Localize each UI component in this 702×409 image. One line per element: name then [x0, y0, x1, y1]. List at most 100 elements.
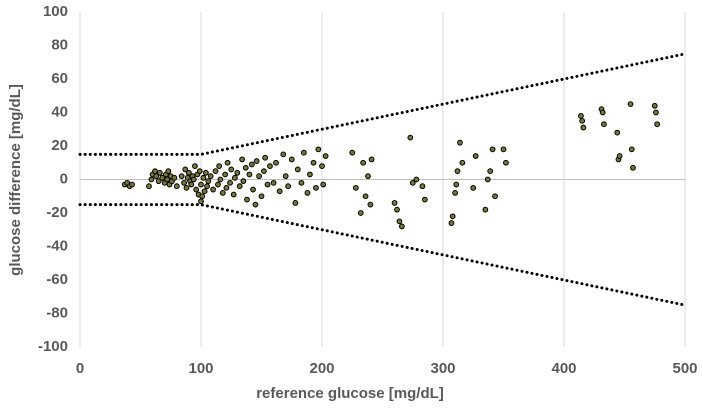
data-point — [601, 121, 607, 128]
data-point — [223, 184, 230, 191]
data-point — [413, 176, 420, 183]
data-point — [352, 184, 359, 191]
x-tick-label: 0 — [76, 360, 84, 377]
y-tick-label: -60 — [46, 271, 68, 288]
data-point — [181, 179, 187, 186]
data-point — [246, 171, 253, 178]
data-point — [234, 169, 241, 176]
data-point — [242, 164, 249, 171]
data-point — [200, 174, 207, 181]
data-point — [367, 201, 374, 208]
data-point — [201, 188, 208, 195]
data-point — [651, 102, 658, 109]
x-tick-label: 200 — [309, 360, 334, 377]
data-point — [231, 174, 238, 181]
data-point — [492, 193, 498, 200]
data-point — [227, 179, 233, 186]
data-point — [362, 193, 369, 200]
data-point — [579, 117, 586, 124]
data-point — [484, 176, 491, 183]
data-point — [448, 220, 455, 226]
data-point — [487, 168, 494, 175]
data-point — [310, 159, 317, 166]
data-point — [396, 218, 403, 225]
data-point — [198, 181, 204, 188]
data-point — [217, 176, 224, 183]
data-point — [146, 183, 152, 190]
data-point — [285, 183, 292, 190]
data-point — [654, 121, 661, 128]
data-point — [315, 146, 322, 153]
y-tick-label: -80 — [46, 304, 68, 321]
data-point — [236, 183, 243, 190]
data-point — [276, 188, 283, 195]
data-point — [240, 178, 247, 185]
data-point — [267, 163, 273, 170]
data-point — [207, 173, 214, 180]
y-tick-label: -100 — [38, 338, 68, 355]
data-point — [282, 173, 289, 180]
data-point — [292, 200, 299, 206]
data-point — [173, 183, 180, 190]
data-point — [256, 173, 262, 180]
data-point — [250, 186, 256, 193]
y-tick-label: 0 — [60, 170, 68, 187]
data-point — [614, 129, 621, 136]
data-point — [261, 168, 267, 175]
data-point — [171, 174, 178, 181]
x-tick-label: 500 — [672, 360, 697, 377]
y-tick-label: -40 — [46, 237, 68, 254]
data-point — [304, 190, 311, 196]
data-point — [224, 159, 231, 166]
data-point — [470, 184, 477, 191]
data-point — [192, 163, 198, 170]
x-axis-title: reference glucose [mg/dL] — [256, 385, 444, 402]
data-point — [630, 164, 636, 171]
data-point — [307, 171, 313, 178]
x-tick-label: 100 — [188, 360, 213, 377]
data-point — [258, 193, 265, 200]
data-point — [453, 181, 460, 188]
data-point — [178, 173, 185, 180]
data-point — [270, 179, 277, 186]
data-point — [165, 168, 172, 175]
data-point — [349, 149, 356, 156]
data-point — [219, 190, 226, 196]
data-point — [320, 181, 327, 188]
data-point — [248, 161, 255, 168]
data-point — [457, 139, 463, 146]
data-point — [188, 181, 195, 188]
data-point — [391, 200, 398, 206]
data-point — [578, 112, 584, 119]
data-point — [164, 176, 171, 183]
data-point — [319, 163, 325, 170]
data-point — [153, 173, 160, 180]
x-tick-label: 300 — [430, 360, 455, 377]
data-point — [394, 206, 400, 213]
data-point — [202, 169, 209, 176]
data-point — [628, 146, 635, 153]
data-point — [421, 196, 428, 203]
y-tick-label: 80 — [51, 36, 68, 53]
data-point — [264, 181, 271, 188]
data-point — [454, 168, 461, 175]
data-point — [459, 159, 466, 166]
data-point — [419, 183, 426, 190]
data-point — [365, 173, 371, 180]
data-point — [148, 176, 155, 183]
data-point — [182, 166, 189, 173]
data-point — [210, 186, 217, 193]
data-point — [155, 178, 162, 185]
y-axis-title: glucose difference [mg/dL] — [7, 84, 24, 276]
data-point — [298, 179, 305, 186]
data-point — [472, 153, 479, 159]
data-point — [152, 168, 158, 175]
data-point — [627, 101, 634, 108]
data-point — [129, 181, 135, 188]
data-point — [239, 156, 246, 163]
data-point — [198, 198, 204, 205]
data-point — [407, 134, 414, 141]
x-tick-label: 400 — [551, 360, 576, 377]
data-point — [252, 201, 259, 208]
